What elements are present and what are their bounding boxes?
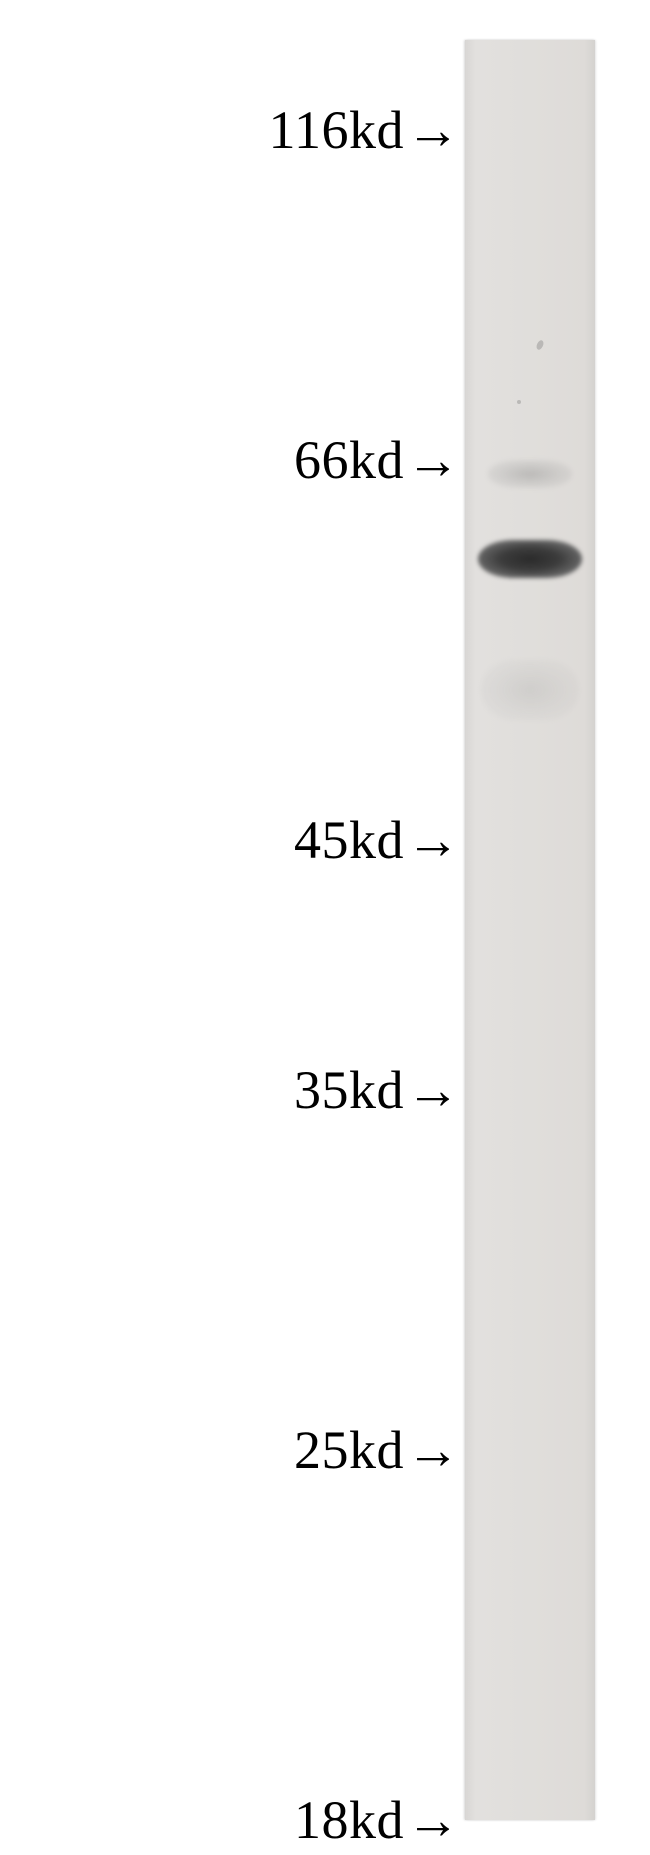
lane-speck [535,339,545,351]
mw-marker-label: 116kd [269,103,405,157]
faint-band-lower [481,660,580,720]
mw-marker-66: 66kd → [0,430,460,490]
mw-marker-25: 25kd → [0,1420,460,1480]
mw-marker-label: 18kd [294,1793,404,1847]
blot-figure: WWW.PTGLAB.COM 116kd → 66kd → 45kd → 35k… [0,0,650,1855]
arrow-right-icon: → [406,1793,460,1847]
lane-speck [517,400,521,404]
arrow-right-icon: → [406,1423,460,1477]
faint-band-upper [488,460,571,488]
primary-band [478,540,582,578]
blot-lane [465,40,595,1820]
arrow-right-icon: → [406,813,460,867]
arrow-right-icon: → [406,433,460,487]
arrow-right-icon: → [406,1063,460,1117]
mw-marker-116: 116kd → [0,100,460,160]
mw-marker-35: 35kd → [0,1060,460,1120]
mw-marker-45: 45kd → [0,810,460,870]
arrow-right-icon: → [406,103,460,157]
mw-marker-label: 66kd [294,433,404,487]
mw-marker-label: 25kd [294,1423,404,1477]
mw-marker-18: 18kd → [0,1790,460,1850]
mw-marker-label: 35kd [294,1063,404,1117]
mw-marker-label: 45kd [294,813,404,867]
